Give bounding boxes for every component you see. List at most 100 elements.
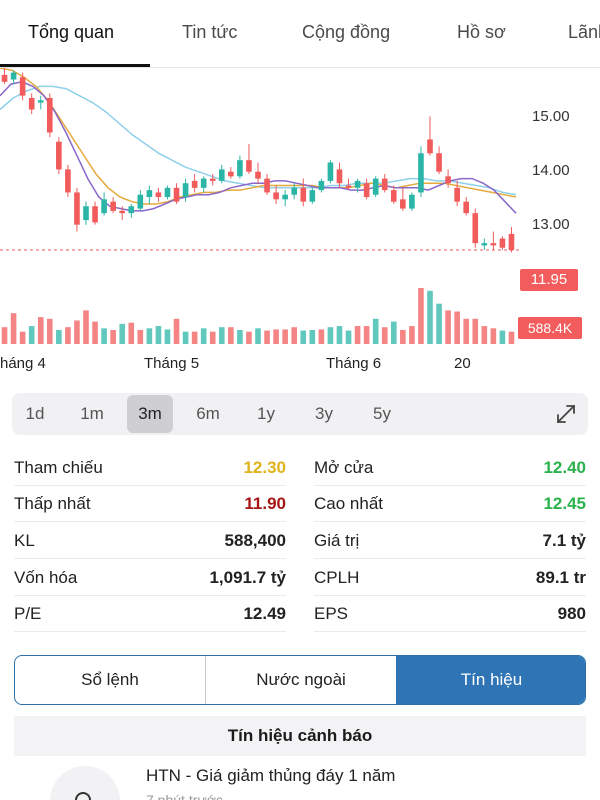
- volume-bar: [155, 326, 162, 344]
- candle-body: [336, 169, 343, 184]
- volume-bar: [463, 318, 470, 344]
- volume-bar: [409, 326, 415, 344]
- stat-label: Vốn hóa: [14, 568, 78, 587]
- candle-body: [345, 185, 352, 188]
- candle-body: [128, 206, 135, 214]
- volume-bar: [164, 329, 171, 344]
- volume-bar: [363, 326, 370, 344]
- stat-value: 1,091.7 tỷ: [209, 568, 286, 587]
- range-3m[interactable]: 3m: [127, 395, 173, 433]
- candle-body: [46, 97, 53, 133]
- candle-body: [400, 199, 406, 209]
- stat-low: Thấp nhất 11.90: [14, 486, 286, 522]
- volume-bar: [228, 327, 234, 344]
- candle-body: [83, 206, 89, 221]
- range-3y[interactable]: 3y: [315, 404, 333, 423]
- candle-body: [264, 178, 270, 193]
- candle-body: [119, 210, 126, 214]
- candle-body: [164, 187, 171, 198]
- stat-volume: KL 588,400: [14, 523, 286, 559]
- candle-body: [182, 183, 189, 198]
- stat-value: 588,400: [224, 531, 286, 550]
- volume-bar: [28, 326, 35, 344]
- volume-bar: [273, 329, 279, 344]
- volume-bar: [499, 330, 506, 344]
- volume-bar: [345, 330, 352, 344]
- candle-body: [436, 153, 442, 172]
- segment-foreign[interactable]: Nước ngoài: [256, 670, 346, 689]
- volume-bar: [354, 326, 361, 344]
- candle-body: [300, 187, 307, 202]
- range-1m[interactable]: 1m: [80, 404, 104, 423]
- candle-body: [255, 171, 261, 179]
- volume-bar: [173, 318, 180, 344]
- range-5y[interactable]: 5y: [373, 404, 391, 423]
- candle-body: [327, 162, 334, 181]
- volume-bar: [246, 331, 252, 344]
- stat-label: Giá trị: [314, 531, 360, 550]
- candlestick-chart: [0, 68, 520, 344]
- volume-bar: [74, 320, 80, 344]
- stat-market-cap: Vốn hóa 1,091.7 tỷ: [14, 560, 286, 596]
- stat-high: Cao nhất 12.45: [314, 486, 586, 522]
- volume-bar: [327, 327, 334, 344]
- candle-body: [191, 180, 198, 188]
- tab-community[interactable]: Cộng đồng: [302, 22, 391, 42]
- candle-body: [409, 194, 415, 209]
- alert-item-time: 7 phút trước: [146, 792, 223, 800]
- candle-body: [137, 194, 144, 209]
- volume-bar: [83, 310, 89, 344]
- last-price-tag: 11.95: [520, 269, 578, 291]
- candle-body: [481, 243, 488, 246]
- volume-bar: [101, 328, 107, 344]
- candle-body: [372, 178, 379, 195]
- range-1d[interactable]: 1d: [25, 404, 45, 423]
- stat-label: EPS: [314, 604, 349, 623]
- tab-truncated[interactable]: Lãnh: [568, 22, 600, 42]
- segment-signals[interactable]: Tín hiệu: [396, 656, 585, 704]
- volume-bar: [454, 311, 460, 344]
- stat-value: 12.49: [243, 604, 286, 623]
- stat-label: CPLH: [314, 568, 360, 587]
- volume-bar: [146, 328, 153, 344]
- range-1y[interactable]: 1y: [257, 404, 275, 423]
- tab-profile[interactable]: Hồ sơ: [457, 22, 506, 42]
- stat-value: 11.90: [244, 494, 286, 513]
- price-chart[interactable]: 15.00 14.00 13.00 11.95 588.4K háng 4 Th…: [0, 68, 600, 388]
- volume-bar: [381, 327, 388, 344]
- expand-icon[interactable]: [554, 402, 578, 426]
- alert-item-title[interactable]: HTN - Giá giảm thủng đáy 1 năm: [146, 766, 396, 785]
- volume-bar: [110, 330, 116, 344]
- volume-bar: [372, 318, 379, 344]
- volume-bar: [472, 318, 479, 344]
- volume-bar: [282, 329, 288, 344]
- stat-label: Mở cửa: [314, 458, 374, 477]
- volume-bar: [508, 331, 515, 344]
- stat-value: 89.1 tr: [535, 568, 586, 587]
- tab-overview[interactable]: Tổng quan: [28, 22, 115, 42]
- candle-body: [454, 187, 460, 202]
- volume-bar: [237, 330, 243, 344]
- stat-value: 12.40: [543, 458, 586, 477]
- segment-order-book[interactable]: Sổ lệnh: [81, 670, 139, 689]
- last-volume-tag: 588.4K: [518, 317, 582, 339]
- tab-news[interactable]: Tin tức: [182, 22, 238, 42]
- candle-body: [28, 97, 35, 110]
- candle-body: [10, 72, 17, 80]
- range-6m[interactable]: 6m: [196, 404, 220, 423]
- volume-bar: [255, 328, 261, 344]
- x-tick-label: háng 4: [0, 355, 46, 372]
- candle-body: [427, 139, 433, 154]
- volume-bar: [119, 323, 126, 344]
- candle-body: [228, 171, 234, 177]
- candle-body: [173, 187, 180, 202]
- y-tick-label: 14.00: [532, 162, 570, 179]
- active-tab-indicator: [0, 64, 150, 67]
- candle-body: [218, 169, 225, 181]
- volume-bar: [46, 318, 53, 344]
- candle-body: [472, 213, 479, 244]
- volume-bar: [445, 310, 451, 344]
- volume-bar: [264, 330, 270, 344]
- stat-shares-outstanding: CPLH 89.1 tr: [314, 560, 586, 596]
- candle-body: [390, 190, 397, 202]
